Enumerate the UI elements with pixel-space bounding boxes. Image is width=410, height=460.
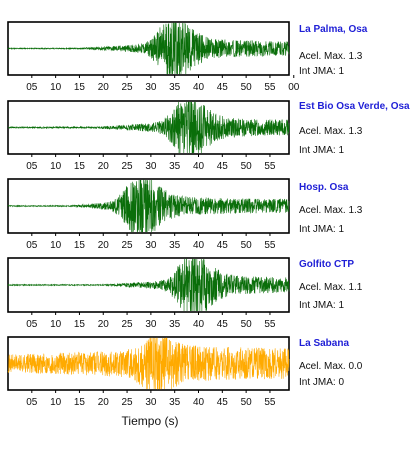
panel-4-waveform — [7, 258, 290, 312]
panel-2-waveform — [7, 101, 290, 154]
x-tick-label: 50 — [241, 240, 253, 251]
x-tick-label: 15 — [74, 161, 86, 172]
jma-intensity-label: Int JMA: 1 — [299, 300, 345, 311]
x-tick-label: 05 — [26, 397, 38, 408]
jma-intensity-label: Int JMA: 1 — [299, 145, 345, 156]
x-tick-label: 05 — [26, 82, 38, 93]
x-tick-label: 45 — [217, 397, 229, 408]
x-tick-label: 45 — [217, 82, 229, 93]
x-tick-label: 50 — [241, 319, 253, 330]
x-tick-label: 35 — [169, 319, 181, 330]
x-tick-label: 55 — [264, 319, 276, 330]
jma-intensity-label: Int JMA: 0 — [299, 377, 345, 388]
x-tick-label: 50 — [241, 397, 253, 408]
x-tick-label: 55 — [264, 82, 276, 93]
x-tick-label: 55 — [264, 161, 276, 172]
x-tick-label: 40 — [193, 240, 205, 251]
x-tick-label: 50 — [241, 82, 253, 93]
x-tick-label: 15 — [74, 397, 86, 408]
x-tick-label: 15 — [74, 82, 86, 93]
x-tick-label: 25 — [122, 319, 134, 330]
x-tick-label: 45 — [217, 240, 229, 251]
panel-5-waveform — [7, 337, 290, 390]
x-tick-label: 05 — [26, 319, 38, 330]
station-name: Est Bio Osa Verde, Osa — [299, 101, 410, 112]
x-tick-label: 45 — [217, 161, 229, 172]
x-tick-label: 20 — [98, 319, 110, 330]
x-tick-label: 30 — [145, 397, 157, 408]
x-tick-label: 50 — [241, 161, 253, 172]
x-tick-label: 10 — [50, 397, 62, 408]
x-tick-label: 05 — [26, 240, 38, 251]
x-tick-label: 40 — [193, 161, 205, 172]
panel-1-waveform — [7, 22, 290, 75]
station-name: La Palma, Osa — [299, 24, 368, 35]
x-tick-label: 00 — [288, 82, 300, 93]
x-tick-label: 10 — [50, 82, 62, 93]
x-tick-label: 35 — [169, 82, 181, 93]
jma-intensity-label: Int JMA: 1 — [299, 224, 345, 235]
x-tick-label: 25 — [122, 161, 134, 172]
x-tick-label: 20 — [98, 397, 110, 408]
station-name: Hosp. Osa — [299, 182, 349, 193]
x-tick-label: 35 — [169, 161, 181, 172]
x-tick-label: 40 — [193, 397, 205, 408]
x-tick-label: 35 — [169, 397, 181, 408]
x-tick-label: 30 — [145, 319, 157, 330]
x-tick-label: 20 — [98, 161, 110, 172]
x-tick-label: 35 — [169, 240, 181, 251]
x-tick-label: 15 — [74, 319, 86, 330]
x-tick-label: 20 — [98, 82, 110, 93]
panel-3-waveform — [7, 179, 290, 233]
x-tick-label: 55 — [264, 240, 276, 251]
x-tick-label: 05 — [26, 161, 38, 172]
acel-max-label: Acel. Max. 1.3 — [299, 51, 363, 62]
x-tick-label: 30 — [145, 82, 157, 93]
x-tick-label: 20 — [98, 240, 110, 251]
x-axis-label: Tiempo (s) — [121, 414, 179, 428]
x-tick-label: 25 — [122, 397, 134, 408]
x-tick-label: 55 — [264, 397, 276, 408]
x-tick-label: 40 — [193, 319, 205, 330]
station-name: La Sabana — [299, 338, 350, 349]
x-tick-label: 10 — [50, 161, 62, 172]
x-tick-label: 15 — [74, 240, 86, 251]
jma-intensity-label: Int JMA: 1 — [299, 66, 345, 77]
x-tick-label: 45 — [217, 319, 229, 330]
acel-max-label: Acel. Max. 0.0 — [299, 361, 363, 372]
station-name: Golfito CTP — [299, 259, 354, 270]
x-tick-label: 30 — [145, 161, 157, 172]
x-tick-label: 40 — [193, 82, 205, 93]
x-tick-label: 25 — [122, 82, 134, 93]
x-tick-label: 10 — [50, 319, 62, 330]
acel-max-label: Acel. Max. 1.3 — [299, 205, 363, 216]
acel-max-label: Acel. Max. 1.1 — [299, 282, 363, 293]
x-tick-label: 30 — [145, 240, 157, 251]
x-tick-label: 25 — [122, 240, 134, 251]
x-tick-label: 10 — [50, 240, 62, 251]
acel-max-label: Acel. Max. 1.3 — [299, 126, 363, 137]
